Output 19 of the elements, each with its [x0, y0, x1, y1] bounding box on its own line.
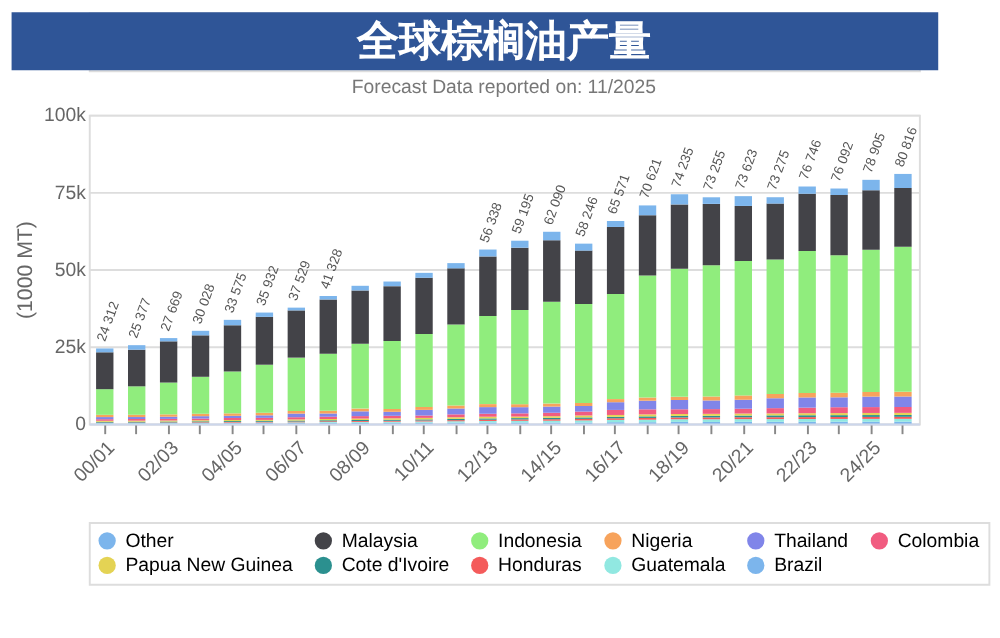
y-axis-title: (1000 MT) — [14, 221, 39, 320]
y-tick-label: 50k — [54, 259, 87, 282]
legend-label: Papua New Guinea — [125, 555, 294, 578]
y-tick-label: 100k — [44, 105, 87, 128]
legend-label: Malaysia — [341, 530, 420, 553]
legend-label: Colombia — [897, 530, 981, 553]
legend-label: Guatemala — [631, 555, 727, 578]
legend-label: Other — [125, 530, 176, 553]
legend-label: Thailand — [774, 530, 849, 553]
legend-label: Indonesia — [498, 530, 583, 553]
legend-label: Brazil — [774, 555, 823, 578]
legend-label: Honduras — [498, 555, 583, 578]
y-tick-label: 75k — [54, 182, 87, 205]
chart-title: 全球棕榈油产量 — [354, 16, 651, 65]
chart-subtitle: Forecast Data reported on: 11/2025 — [351, 77, 656, 100]
y-tick-label: 0 — [75, 414, 86, 437]
legend-label: Nigeria — [631, 530, 694, 553]
legend-label: Cote d'Ivoire — [341, 555, 450, 578]
y-tick-label: 25k — [54, 337, 87, 360]
